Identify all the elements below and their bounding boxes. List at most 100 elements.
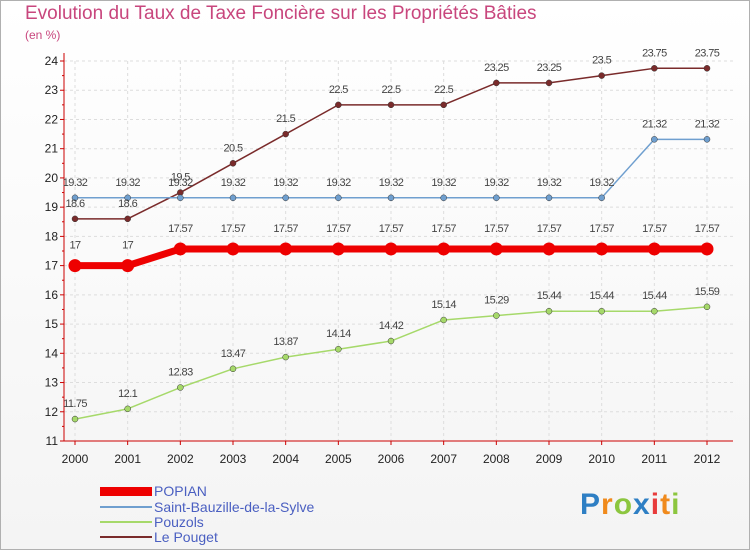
chart-unit-label: (en %) (25, 28, 61, 42)
data-label-popian: 17.57 (589, 223, 614, 235)
x-tick-label: 2006 (378, 452, 405, 466)
x-tick-label: 2010 (588, 452, 615, 466)
data-point-pouzols (598, 307, 605, 315)
legend-label: Saint-Bauzille-de-la-Sylve (154, 499, 315, 515)
x-tick-label: 2009 (536, 452, 563, 466)
data-point-le-pouget (71, 215, 79, 223)
y-tick-label: 13 (45, 376, 59, 390)
y-tick-label: 15 (45, 317, 59, 331)
data-label-popian: 17.57 (221, 223, 246, 235)
data-label-popian: 17 (69, 240, 81, 252)
data-point-le-pouget (229, 160, 237, 167)
data-point-pouzols (282, 353, 289, 361)
y-tick-label: 19 (45, 200, 59, 214)
data-point-le-pouget (493, 79, 500, 87)
x-tick-label: 2007 (430, 452, 457, 466)
data-label-pouzols: 15.44 (642, 290, 667, 302)
logo-letter: r (601, 488, 614, 521)
data-point-le-pouget (124, 215, 131, 223)
legend-swatch-pouzols (100, 521, 152, 523)
proxiti-logo: Proxiti (580, 488, 680, 522)
data-point-le-pouget (651, 65, 658, 72)
data-label-saint-bauzille-de-la-sylve: 19.32 (589, 177, 614, 189)
data-label-pouzols: 15.44 (537, 290, 562, 302)
data-point-popian (331, 242, 345, 256)
data-point-popian (121, 259, 135, 273)
data-label-saint-bauzille-de-la-sylve: 19.32 (168, 177, 193, 189)
data-point-saint-bauzille-de-la-sylve (493, 194, 500, 202)
chart-title: Evolution du Taux de Taxe Foncière sur l… (25, 3, 537, 24)
data-label-saint-bauzille-de-la-sylve: 21.32 (642, 118, 667, 130)
y-tick-label: 16 (45, 288, 59, 302)
data-label-le-pouget: 18.6 (65, 198, 84, 210)
data-label-le-pouget: 20.5 (223, 142, 242, 154)
data-label-popian: 17.57 (273, 223, 298, 235)
data-point-saint-bauzille-de-la-sylve (387, 194, 395, 202)
y-tick-label: 21 (45, 142, 59, 156)
data-point-popian (437, 242, 451, 256)
data-label-popian: 17.57 (695, 223, 720, 235)
data-point-popian (700, 242, 714, 256)
data-point-pouzols (545, 307, 553, 315)
data-point-saint-bauzille-de-la-sylve (440, 194, 447, 202)
data-point-saint-bauzille-de-la-sylve (282, 194, 289, 202)
data-label-le-pouget: 18.6 (118, 198, 137, 210)
x-tick-label: 2011 (641, 452, 667, 466)
data-label-le-pouget: 21.5 (276, 113, 295, 125)
data-point-pouzols (124, 405, 131, 413)
data-point-le-pouget (703, 65, 711, 72)
data-point-popian (226, 242, 240, 256)
data-point-popian (489, 242, 503, 256)
data-label-saint-bauzille-de-la-sylve: 21.32 (695, 118, 720, 130)
data-label-pouzols: 11.75 (63, 398, 87, 410)
data-point-pouzols (651, 307, 658, 315)
data-label-saint-bauzille-de-la-sylve: 19.32 (379, 177, 404, 189)
data-label-pouzols: 12.1 (118, 388, 137, 400)
data-point-popian (279, 242, 293, 256)
legend-label: Pouzols (154, 514, 204, 530)
data-label-popian: 17.57 (379, 223, 404, 235)
data-point-popian (542, 242, 556, 256)
x-tick-label: 2003 (220, 452, 247, 466)
data-point-pouzols (703, 303, 711, 311)
legend-swatch-popian (100, 486, 152, 496)
data-label-popian: 17.57 (431, 223, 456, 235)
legend-label: Le Pouget (154, 529, 218, 545)
logo-letter: P (580, 488, 602, 521)
data-label-pouzols: 15.14 (431, 299, 456, 311)
data-point-popian (68, 259, 82, 273)
legend-item-le-pouget: Le Pouget (100, 529, 218, 545)
data-label-popian: 17.57 (168, 223, 193, 235)
data-point-pouzols (71, 415, 79, 423)
data-point-pouzols (177, 384, 184, 391)
y-tick-label: 23 (45, 83, 59, 97)
data-label-popian: 17 (122, 240, 134, 252)
data-point-le-pouget (545, 79, 553, 87)
data-label-pouzols: 14.14 (326, 328, 351, 340)
data-point-saint-bauzille-de-la-sylve (229, 194, 237, 202)
data-label-popian: 17.57 (537, 223, 562, 235)
y-tick-label: 17 (45, 259, 59, 273)
x-tick-label: 2000 (62, 452, 89, 466)
data-point-pouzols (335, 345, 342, 353)
data-label-pouzols: 15.59 (695, 286, 720, 298)
data-point-le-pouget (335, 101, 342, 109)
data-label-pouzols: 12.83 (168, 367, 193, 379)
data-label-saint-bauzille-de-la-sylve: 19.32 (431, 177, 456, 189)
x-tick-label: 2005 (325, 452, 352, 466)
data-point-popian (647, 242, 661, 256)
data-point-saint-bauzille-de-la-sylve (71, 194, 79, 202)
data-point-saint-bauzille-de-la-sylve (545, 194, 553, 202)
logo-letter: i (650, 488, 661, 521)
data-point-le-pouget (282, 130, 289, 138)
data-label-saint-bauzille-de-la-sylve: 19.32 (221, 177, 246, 189)
data-point-saint-bauzille-de-la-sylve (598, 194, 605, 202)
data-point-popian (595, 242, 609, 256)
data-point-pouzols (229, 365, 237, 373)
legend-label: POPIAN (154, 483, 207, 499)
y-tick-label: 22 (45, 112, 59, 126)
data-label-pouzols: 14.42 (379, 320, 404, 332)
y-tick-label: 11 (46, 434, 59, 448)
